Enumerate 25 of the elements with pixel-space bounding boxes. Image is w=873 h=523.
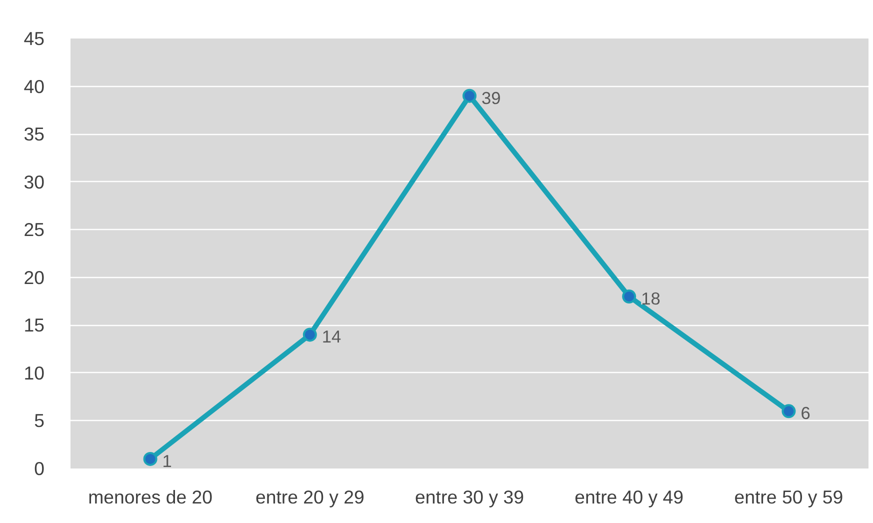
data-label: 18 (641, 288, 660, 308)
point (302, 328, 317, 342)
point (622, 290, 636, 304)
point (782, 404, 796, 418)
x-tick-label: menores de 20 (88, 486, 213, 508)
data-label: 1 (162, 450, 172, 471)
point (143, 452, 158, 466)
y-tick-label: 20 (24, 266, 45, 288)
x-tick-label: entre 40 y 49 (574, 486, 684, 508)
y-tick-label: 15 (24, 314, 45, 336)
x-tick-label: entre 30 y 39 (415, 486, 524, 508)
y-tick-label: 35 (24, 124, 45, 145)
y-tick-label: 45 (24, 28, 45, 49)
y-tick-label: 30 (24, 171, 45, 192)
data-label: 14 (322, 326, 342, 347)
data-label: 6 (800, 403, 810, 424)
y-tick-label: 10 (24, 362, 45, 384)
y-tick-label: 5 (34, 410, 45, 432)
data-label: 39 (482, 88, 501, 108)
x-tick-label: entre 50 y 59 (734, 486, 844, 508)
y-tick-label: 25 (24, 219, 45, 240)
y-tick-label: 40 (24, 76, 45, 97)
x-tick-label: entre 20 y 29 (255, 486, 364, 508)
point (462, 88, 476, 103)
y-tick-label: 0 (34, 458, 45, 479)
